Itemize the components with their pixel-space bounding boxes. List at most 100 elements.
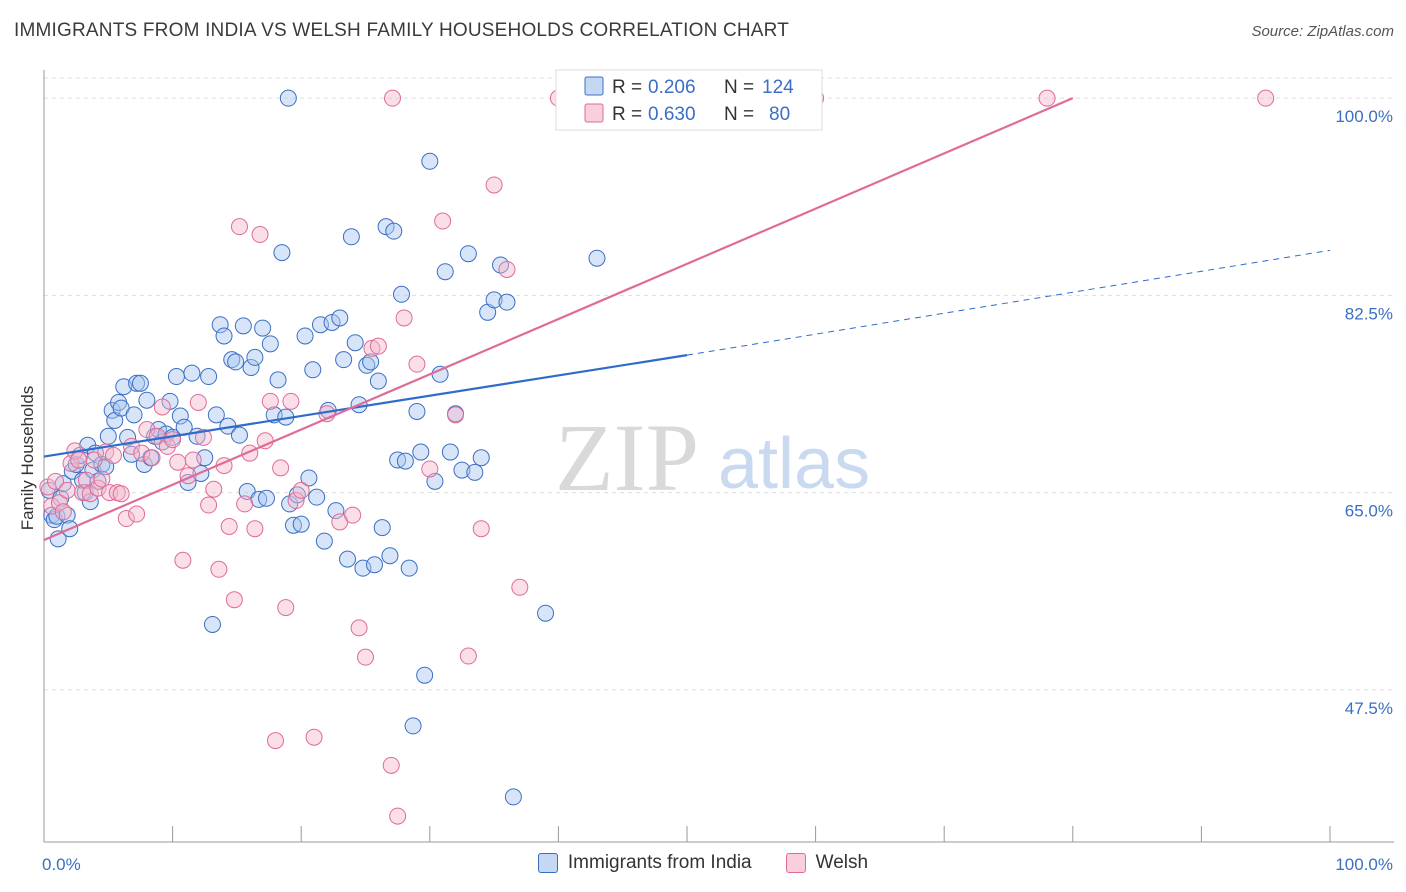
welsh-point-36 [200,496,218,514]
india-point-84 [335,351,353,369]
welsh-point-40 [220,517,238,535]
india-point-106 [421,152,439,170]
india-point-65 [261,335,279,353]
legend-r-label-1: R = [612,77,642,98]
legend-label-welsh: Welsh [815,852,869,873]
legend-n-label-1: N = [724,77,754,98]
india-point-51 [207,406,225,424]
india-point-91 [362,353,380,371]
welsh-point-8 [70,451,88,469]
welsh-point-51 [277,599,295,617]
india-point-59 [238,483,256,501]
y-tick-labels: 100.0% 82.5% 65.0% 47.5% [1335,107,1393,718]
welsh-point-25 [143,449,161,467]
india-point-21 [99,427,117,445]
x-tick-labels: 0.0% 100.0% [42,855,1393,874]
welsh-point-4 [54,503,72,521]
welsh-point-22 [128,505,146,523]
series-legend: Immigrants from India Welsh [0,852,1406,874]
india-point-79 [315,532,333,550]
grid-lines [44,77,1394,691]
india-point-82 [327,502,345,520]
y-tick-label-0: 100.0% [1335,107,1393,126]
india-point-29 [125,406,143,424]
india-point-117 [485,291,503,309]
india-point-57 [230,426,248,444]
india-point-58 [234,317,252,335]
welsh-point-59 [350,619,368,637]
welsh-point-62 [369,337,387,355]
india-point-76 [304,361,322,379]
india-point-77 [308,488,326,506]
welsh-point-31 [174,551,192,569]
welsh-point-27 [153,398,171,416]
india-point-64 [257,489,275,507]
legend-n-value-2: 80 [769,104,790,125]
india-point-97 [385,222,403,240]
india-point-42 [171,407,189,425]
series-immigrants-from-india-points [40,89,606,806]
india-point-110 [441,443,459,461]
welsh-point-74 [511,578,529,596]
legend-swatch-welsh [785,853,806,873]
welsh-point-54 [292,481,310,499]
india-point-31 [131,374,149,392]
x-tick-label-1: 100.0% [1335,855,1393,874]
welsh-point-24 [138,421,156,439]
india-point-74 [296,327,314,345]
watermark-atlas: atlas [718,424,870,504]
welsh-point-65 [395,309,413,327]
india-point-105 [416,666,434,684]
india-point-52 [211,316,229,334]
y-tick-label-3: 47.5% [1345,699,1393,718]
india-point-53 [215,327,233,345]
india-point-114 [466,463,484,481]
welsh-point-52 [282,392,300,410]
india-point-26 [115,378,133,396]
india-point-123 [279,89,297,107]
india-point-100 [396,452,414,470]
india-point-115 [472,449,490,467]
welsh-point-30 [169,453,187,471]
welsh-point-12 [85,451,103,469]
welsh-point-48 [261,392,279,410]
india-point-101 [400,559,418,577]
welsh-point-68 [434,212,452,230]
legend-r-value-1: 0.206 [648,77,696,98]
x-tick-label-0: 0.0% [42,855,81,874]
welsh-point-75 [384,89,402,107]
legend-swatch-pink [584,103,604,123]
india-point-56 [227,353,245,371]
india-point-10 [67,455,85,473]
india-point-27 [119,428,137,446]
india-point-119 [498,293,516,311]
india-point-94 [373,519,391,537]
watermark-zip: ZIP [555,404,699,511]
welsh-point-49 [266,732,284,750]
welsh-point-23 [133,444,151,462]
legend-label-immigrants-from-india: Immigrants from India [567,852,752,873]
source-label: Source: ZipAtlas.com [1251,23,1394,40]
india-point-104 [412,443,430,461]
welsh-point-60 [357,648,374,666]
india-point-109 [436,263,454,281]
welsh-point-14 [93,470,111,488]
legend-item-welsh: Welsh [785,852,869,874]
india-point-92 [366,556,384,574]
trend-lines [43,97,1331,541]
india-point-49 [200,368,218,386]
india-point-75 [300,469,318,487]
welsh-point-41 [225,591,243,609]
welsh-point-64 [389,807,407,825]
welsh-point-45 [246,520,264,538]
series-welsh-points [39,89,1275,825]
welsh-point-35 [194,428,212,446]
legend-n-value-1: 124 [762,77,794,98]
legend-swatch-blue [584,76,604,96]
y-tick-label-2: 65.0% [1345,502,1393,521]
india-point-85 [338,550,356,568]
india-point-99 [393,285,411,303]
welsh-point-53 [287,492,305,510]
welsh-point-38 [210,560,228,578]
